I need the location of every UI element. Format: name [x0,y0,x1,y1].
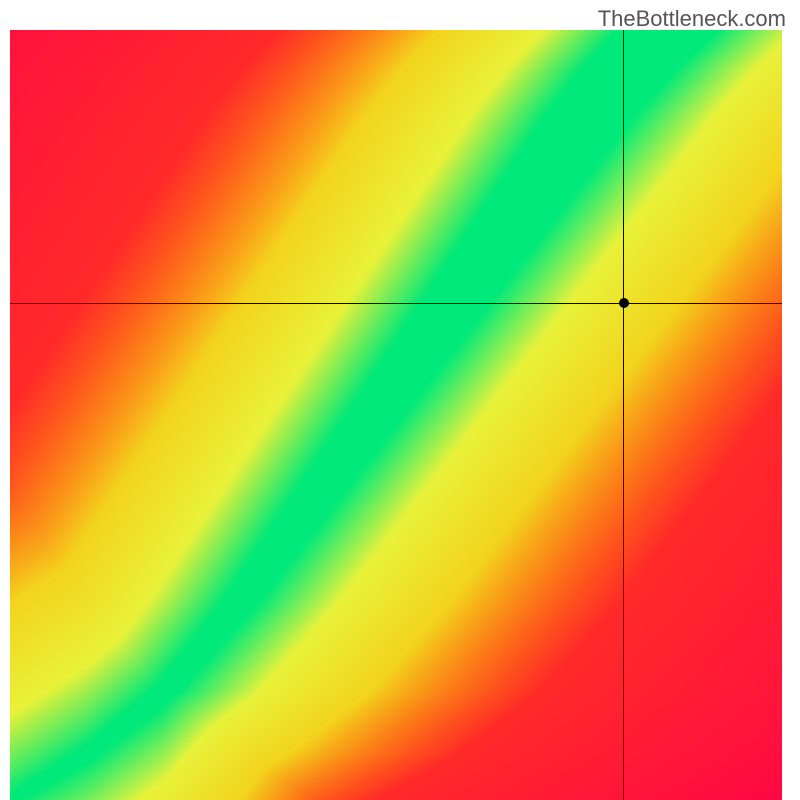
crosshair-horizontal [10,303,782,304]
watermark-text: TheBottleneck.com [598,6,786,32]
heatmap-plot [10,30,782,800]
crosshair-vertical [623,30,624,800]
crosshair-marker [619,298,629,308]
heatmap-canvas [10,30,782,800]
